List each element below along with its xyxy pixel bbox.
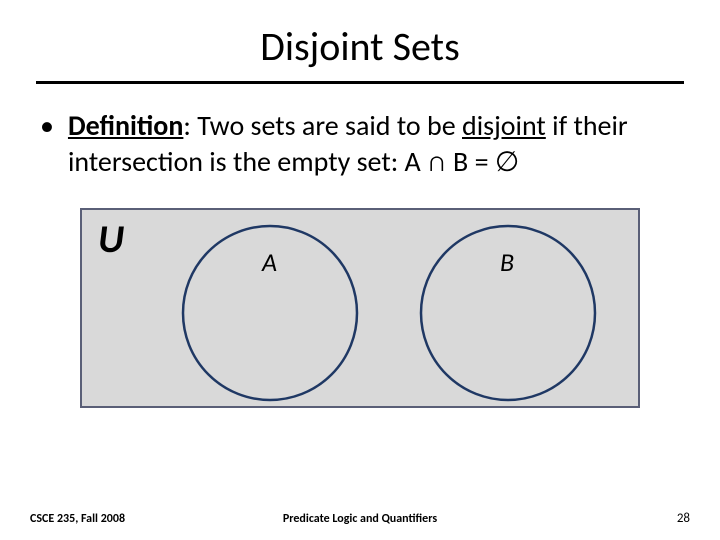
- footer-page-number: 28: [677, 511, 690, 526]
- body-area: • Definition: Two sets are said to be di…: [0, 84, 720, 408]
- definition-keyword: disjoint: [462, 108, 546, 143]
- definition-text: Definition: Two sets are said to be disj…: [68, 108, 680, 180]
- slide: Disjoint Sets • Definition: Two sets are…: [0, 0, 720, 540]
- definition-before: : Two sets are said to be: [183, 108, 462, 143]
- set-label-b: B: [500, 246, 514, 278]
- definition-bullet: • Definition: Two sets are said to be di…: [40, 108, 680, 180]
- venn-svg: [80, 208, 640, 408]
- title-area: Disjoint Sets: [0, 0, 720, 84]
- definition-lead: Definition: [68, 108, 183, 143]
- bullet-dot-icon: •: [40, 108, 54, 144]
- footer: CSCE 235, Fall 2008 Predicate Logic and …: [0, 506, 720, 526]
- definition-mid: B =: [447, 144, 495, 179]
- slide-title: Disjoint Sets: [0, 22, 720, 71]
- venn-diagram: UAB: [80, 208, 640, 408]
- set-label-a: A: [262, 246, 277, 278]
- universe-label: U: [98, 214, 124, 263]
- emptyset-symbol-icon: ∅: [495, 144, 519, 179]
- footer-title: Predicate Logic and Quantifiers: [0, 512, 720, 526]
- intersection-symbol-icon: ∩: [427, 144, 447, 179]
